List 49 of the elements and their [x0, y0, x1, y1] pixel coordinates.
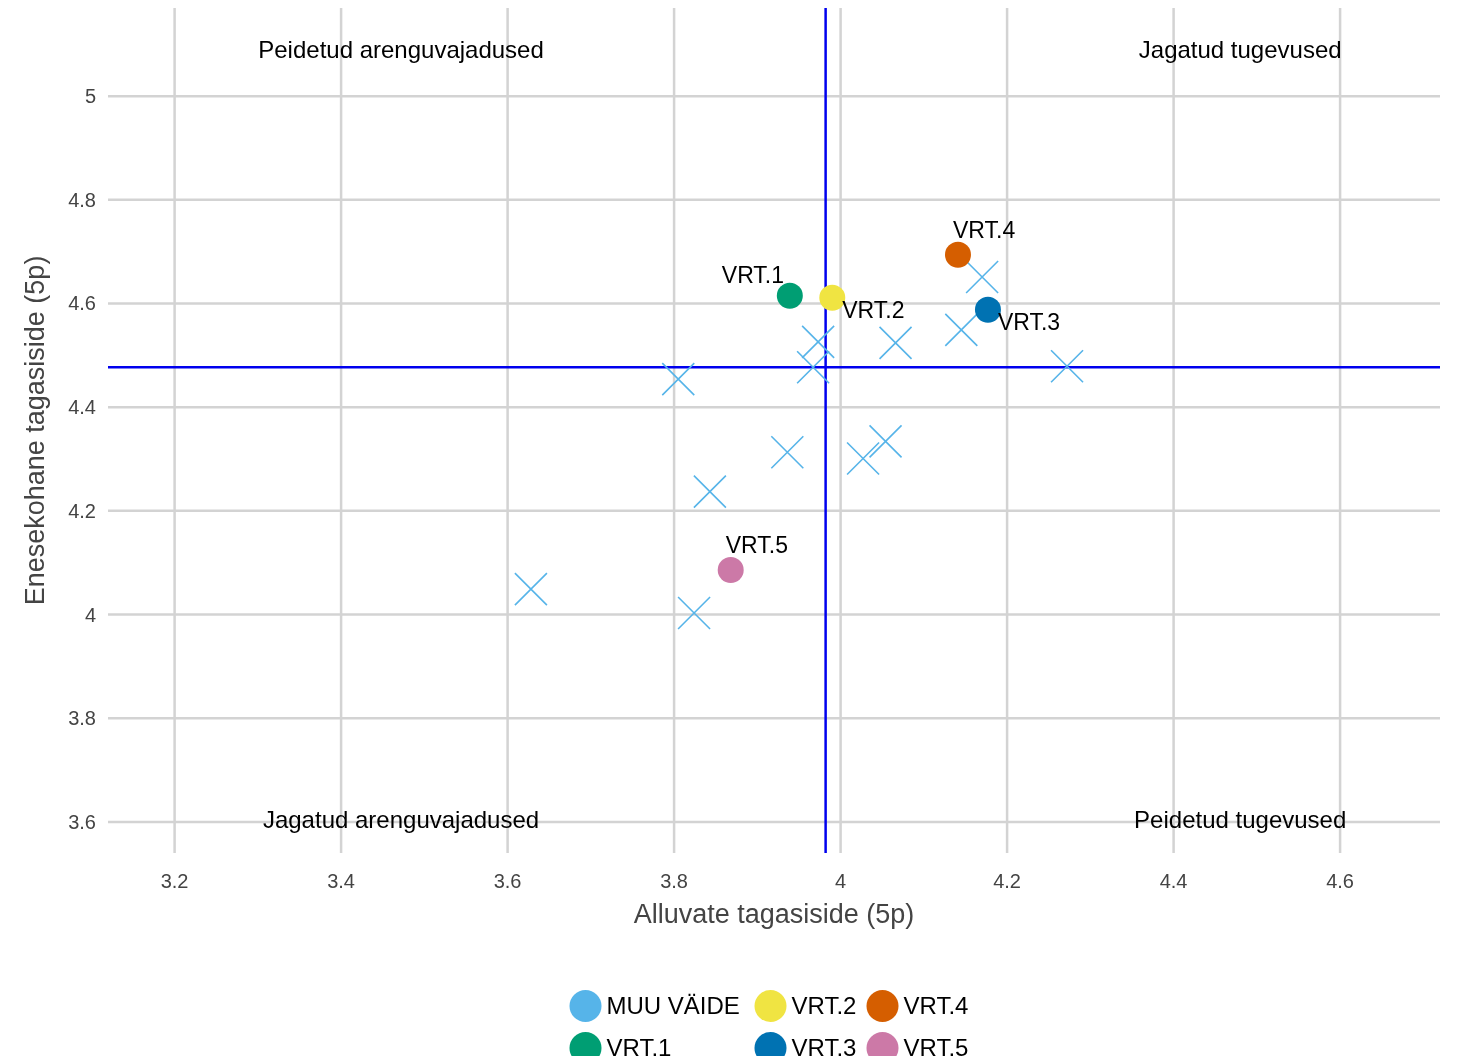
x-tick-label: 4.4	[1159, 870, 1188, 892]
annotation: Jagatud tugevused	[1138, 36, 1342, 63]
point	[514, 572, 548, 606]
point	[846, 441, 880, 476]
y-tick-label: 4.8	[68, 188, 96, 211]
point	[693, 474, 727, 509]
x-tick-label: 3.2	[160, 870, 189, 892]
text: VRT.3	[997, 308, 1061, 335]
text: VRT.5	[725, 531, 788, 558]
annotation: Peidetud tugevused	[1134, 806, 1347, 833]
annotation: Jagatud arenguvajadused	[262, 806, 540, 833]
point	[776, 282, 803, 309]
point	[965, 260, 999, 294]
y-tick-label: 4.2	[68, 499, 96, 522]
legend-label: VRT.4	[903, 992, 969, 1019]
x-tick-label: 4.6	[1326, 870, 1355, 892]
legend-label: VRT.3	[791, 1034, 857, 1056]
point	[661, 362, 696, 396]
legend-label: MUU VÄIDE	[606, 992, 740, 1019]
text: VRT.1	[721, 261, 785, 288]
x-tick-label: 4.2	[993, 870, 1022, 892]
y-tick-label: 5	[84, 85, 96, 108]
text: VRT.4	[952, 216, 1016, 243]
x-tick-label: 3.4	[327, 870, 356, 892]
point	[801, 325, 835, 359]
y-tick-label: 3.8	[68, 707, 96, 730]
legend-label: VRT.1	[606, 1034, 672, 1056]
point	[944, 313, 979, 347]
point	[717, 556, 744, 583]
point	[944, 241, 971, 268]
x-axis-title: Alluvate tagasiside (5p)	[633, 899, 915, 929]
point	[677, 596, 711, 630]
point	[868, 424, 903, 459]
x-tick-label: 4	[835, 870, 847, 892]
point	[796, 350, 830, 385]
y-axis-title: Enesekohane tagasiside (5p)	[20, 255, 50, 606]
legend-label: VRT.2	[791, 992, 857, 1019]
y-tick-label: 4.4	[68, 396, 96, 419]
x-tick-label: 3.8	[660, 870, 689, 892]
text: VRT.2	[842, 296, 905, 323]
legend-label: VRT.5	[903, 1034, 969, 1056]
point	[770, 435, 805, 470]
y-tick-label: 4.6	[68, 292, 96, 315]
point	[1050, 349, 1084, 384]
point	[878, 326, 913, 360]
annotation: Peidetud arenguvajadused	[258, 36, 544, 63]
x-tick-label: 3.6	[493, 870, 522, 892]
y-tick-label: 3.6	[68, 810, 96, 833]
y-tick-label: 4	[84, 603, 96, 626]
